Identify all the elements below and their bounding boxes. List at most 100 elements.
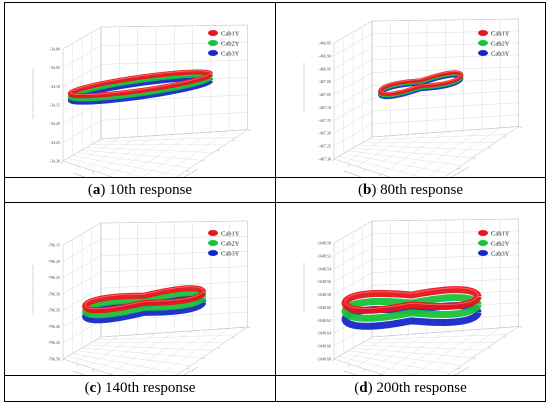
chart-c-floor: [62, 326, 249, 375]
chart-c-y-tick: [232, 337, 236, 339]
chart-a-grid-floor-b: [109, 134, 175, 177]
chart-a-series-cab1-highlight: [69, 70, 211, 95]
chart-d-z-tick: -1048.64: [317, 331, 331, 336]
chart-c-grid-floor-a: [96, 334, 237, 340]
panel-c: -796.15 -796.20 -796.25 -796.30 -796.35 -796.…: [5, 203, 275, 375]
chart-d-x-tick: [332, 358, 335, 363]
chart-a-legend-label-1: Cab1Y: [221, 30, 240, 37]
chart-d-floor: [333, 326, 520, 375]
chart-b-x-tick: [347, 163, 350, 168]
chart-c-legend-label-1: Cab1Y: [221, 230, 240, 237]
chart-b-z-tick: -467.25: [319, 144, 331, 149]
chart-d-z-tick: -1048.54: [317, 266, 331, 271]
chart-a-z-tick: -34.25: [50, 140, 60, 145]
chart-a-x-axis-title: [72, 172, 86, 177]
chart-c-series-cab1: [82, 285, 207, 314]
chart-d-y-axis-title: [454, 366, 470, 375]
chart-b-grid-floor-b: [380, 131, 446, 175]
chart-d-x-tick: [347, 363, 350, 368]
chart-a-z-tick: -34.20: [50, 121, 60, 126]
chart-b-z-tick: -466.90: [319, 53, 331, 58]
chart-b-x-tick: [332, 158, 335, 163]
chart-a-z-tick: -34.10: [50, 84, 60, 89]
chart-a-grid-floor-b: [159, 130, 230, 177]
chart-a-axes: -34.00 -34.05 -34.10 -34.15 -34.20 -34.25 -34.…: [32, 24, 251, 177]
chart-d-legend-label-1: Cab1Y: [491, 230, 510, 237]
chart-a-x-tick: [92, 170, 95, 175]
chart-a-legend-label-3: Cab3Y: [221, 50, 240, 57]
chart-d-z-tick: -1048.58: [317, 292, 331, 297]
chart-c-legend: Cab1Y Cab2Y Cab3Y: [208, 230, 240, 257]
chart-c-y-axis-title: [183, 366, 199, 375]
chart-b-z-tick: -467.20: [319, 131, 331, 136]
chart-c-grid-floor-b: [159, 328, 230, 375]
chart-a-x-tick: [61, 160, 64, 165]
chart-c-x-tick: [61, 358, 64, 363]
chart-b-z-tick: -467.30: [319, 157, 331, 162]
chart-d-z-tick: -1048.50: [317, 241, 331, 246]
chart-d-legend: Cab1Y Cab2Y Cab3Y: [478, 230, 510, 257]
chart-b-legend: Cab1Y Cab2Y Cab3Y: [478, 30, 510, 57]
chart-a-y-axis-title: [183, 168, 199, 177]
chart-d-legend-swatch-2: [478, 240, 488, 246]
chart-d-grid-floor-a: [338, 356, 415, 375]
chart-b-y-tick: [487, 147, 492, 149]
chart-d-grid-floor-b: [380, 331, 446, 375]
chart-d-series-cab2: [341, 294, 482, 322]
chart-d-z-tick: -1048.68: [317, 357, 331, 362]
chart-d-z-tick: -1048.62: [317, 318, 331, 323]
chart-c-z-tick: -796.50: [48, 357, 60, 362]
chart-a-z-tick: -34.15: [50, 103, 60, 108]
panel-b: -466.85 -466.90 -466.95 -467.00 -467.05 -467.…: [276, 3, 545, 177]
chart-b-legend-swatch-2: [478, 40, 488, 46]
caption-b: (b) 80th response: [276, 177, 545, 203]
chart-a-legend-swatch-3: [208, 50, 218, 56]
chart-c-x-tick: [76, 363, 79, 368]
chart-a-grid-floor-a: [86, 147, 214, 153]
panel-a: -34.00 -34.05 -34.10 -34.15 -34.20 -34.25 -34.…: [5, 3, 275, 177]
chart-d-x-axis-title: [343, 370, 357, 375]
caption-d-text: 200th response: [376, 380, 467, 396]
chart-d-series-cab1: [341, 286, 482, 314]
chart-a-legend-swatch-2: [208, 40, 218, 46]
chart-b-z-tick: -467.15: [319, 118, 331, 123]
chart-b-grid-floor-a: [367, 134, 508, 140]
chart-c-y-tick: [247, 326, 251, 329]
chart-c-grid-floor-a: [86, 345, 214, 351]
chart-a-legend-swatch-1: [208, 30, 218, 36]
caption-c-text: 140th response: [105, 380, 196, 396]
chart-c-series-cab2: [82, 290, 207, 319]
chart-a-legend: Cab1Y Cab2Y Cab3Y: [208, 30, 240, 57]
chart-c-x-axis-title: [72, 370, 86, 375]
chart-d-z-tick: -1048.66: [317, 344, 331, 349]
chart-c-series-cab1-highlight: [84, 286, 204, 310]
chart-c-legend-label-3: Cab3Y: [221, 250, 240, 257]
chart-c-y-tick: [216, 347, 221, 349]
chart-c-x-tick: [92, 368, 95, 373]
chart-a-grid-floor-a: [67, 158, 144, 177]
chart-c-legend-label-2: Cab2Y: [221, 240, 240, 247]
panel-d: -1048.50 -1048.52 -1048.54 -1048.56 -1048.58…: [276, 203, 545, 375]
grid-divider-horizontal: [5, 202, 545, 203]
caption-b-text: 80th response: [380, 182, 463, 198]
chart-b-z-tick: -467.05: [319, 92, 331, 97]
chart-c-z-tick: -796.45: [48, 340, 60, 345]
caption-d: (d) 200th response: [276, 375, 545, 401]
chart-b-legend-label-2: Cab2Y: [491, 40, 510, 47]
chart-a-grid-floor-a: [96, 137, 237, 142]
chart-a-series-cab1: [67, 69, 214, 99]
chart-d-grid-floor-b: [430, 327, 501, 375]
chart-a-x-tick: [76, 165, 79, 170]
chart-b-z-tick: -467.00: [319, 79, 331, 84]
chart-c-grid-floor-b: [109, 331, 175, 375]
chart-b-x-tick: [378, 173, 381, 177]
chart-a-legend-label-2: Cab2Y: [221, 40, 240, 47]
chart-b-y-tick: [457, 167, 461, 170]
chart-d-z-tick: -1048.56: [317, 279, 331, 284]
chart-d-series-cab1-highlight: [344, 287, 479, 309]
chart-b-legend-label-1: Cab1Y: [491, 30, 510, 37]
chart-c-y-tick: [201, 357, 205, 360]
chart-b-legend-swatch-3: [478, 50, 488, 56]
chart-d-y-tick: [487, 347, 492, 349]
